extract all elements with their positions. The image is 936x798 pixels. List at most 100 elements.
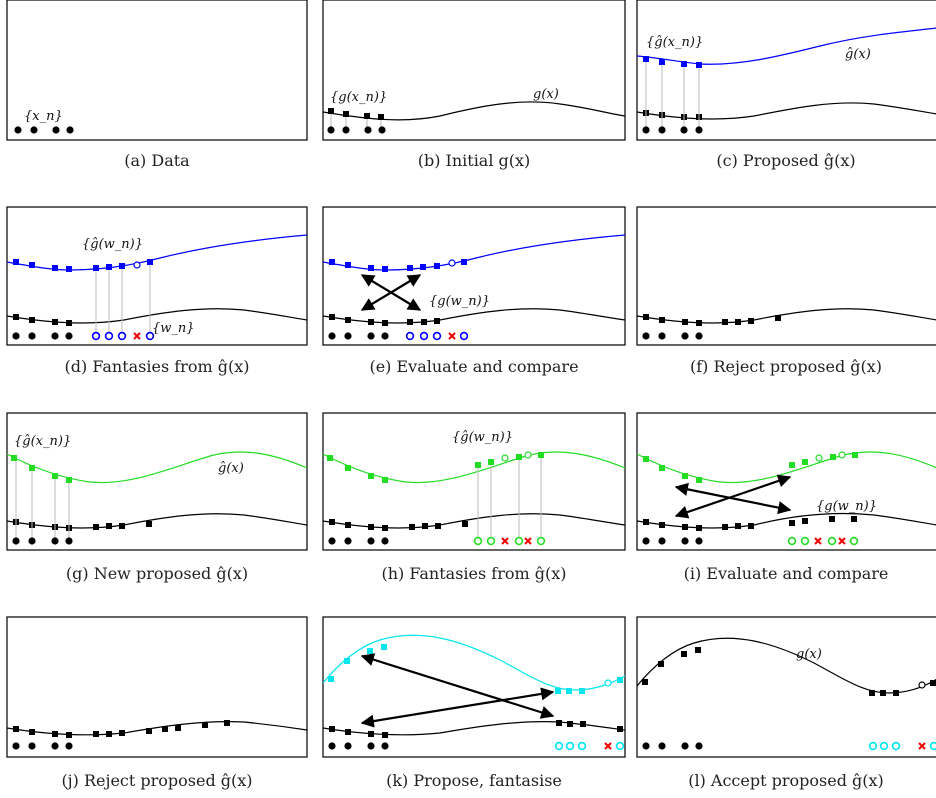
ghat-open-marker	[604, 679, 612, 687]
label-ghat-xn: {ĝ(x_n)}	[646, 35, 703, 50]
panel-h: {ĝ(w_n)}	[322, 430, 626, 546]
caption-i: (i) Evaluate and compare	[684, 564, 889, 583]
fantasy-points	[554, 741, 625, 751]
data-dots	[14, 126, 74, 134]
label-ghat-wn: {ĝ(w_n)}	[82, 237, 143, 252]
caption-f: (f) Reject proposed ĝ(x)	[690, 357, 882, 376]
curve-ghat-green	[322, 451, 626, 484]
ghat-markers	[327, 452, 544, 483]
data-dots	[12, 742, 73, 750]
data-dots	[642, 537, 703, 545]
reject-crosses	[814, 537, 846, 545]
panel-f	[636, 308, 936, 340]
curve-g	[636, 308, 936, 324]
ghat-markers	[13, 259, 153, 272]
fantasy-points	[91, 331, 155, 341]
label-xn: {x_n}	[24, 109, 63, 124]
g-markers	[13, 314, 72, 326]
panel-k-frame	[322, 616, 626, 758]
panel-i-frame	[636, 412, 936, 551]
caption-e: (e) Evaluate and compare	[369, 357, 578, 376]
panel-j-frame	[6, 616, 308, 758]
panel-a-frame	[6, 0, 308, 141]
curve-g	[322, 308, 626, 324]
caption-a: (a) Data	[124, 151, 190, 170]
ghat-markers	[328, 644, 623, 694]
compare-arrows	[674, 474, 792, 519]
caption-k: (k) Propose, fantasise	[386, 771, 562, 790]
reject-cross	[604, 742, 612, 750]
label-ghat-x: ĝ(x)	[218, 461, 244, 476]
panel-i: {g(w_n)}	[636, 451, 936, 546]
panel-b: {g(x_n)} g(x)	[322, 87, 626, 134]
g-markers	[329, 314, 440, 326]
label-ghat-x: ĝ(x)	[845, 47, 871, 62]
compare-arrows	[360, 274, 422, 311]
data-dots	[12, 332, 73, 340]
g-open-marker	[918, 681, 926, 689]
ghat-open-markers	[815, 451, 846, 462]
g-markers	[328, 108, 384, 120]
fantasy-points	[473, 536, 546, 546]
panel-c-frame	[636, 0, 936, 141]
curve-g	[636, 102, 936, 120]
label-ghat-wn: {ĝ(w_n)}	[452, 430, 513, 445]
panel-c: {ĝ(x_n)} ĝ(x)	[636, 27, 936, 134]
ghat-open-marker	[448, 259, 456, 267]
curve-g	[636, 512, 936, 529]
panel-l: g(x)	[636, 637, 936, 751]
curve-g	[6, 513, 308, 529]
caption-d: (d) Fantasies from ĝ(x)	[65, 357, 250, 376]
g-markers	[642, 647, 936, 696]
label-g-wn: {g(w_n)}	[816, 499, 877, 514]
fantasy-points	[787, 536, 859, 546]
data-dots	[642, 332, 703, 340]
panel-g: {ĝ(x_n)} ĝ(x)	[6, 434, 308, 545]
curve-ghat-blue	[322, 234, 626, 271]
data-dots	[642, 126, 703, 134]
g-markers	[329, 720, 623, 738]
panel-h-frame	[322, 412, 626, 551]
fantasy-points	[868, 741, 936, 751]
ghat-markers	[329, 259, 467, 272]
caption-c: (c) Proposed ĝ(x)	[716, 151, 855, 170]
reject-cross	[133, 332, 141, 340]
panel-l-frame	[636, 616, 936, 758]
label-g-wn: {g(w_n)}	[429, 294, 490, 309]
curve-g	[6, 308, 308, 324]
reject-cross	[448, 332, 456, 340]
drop-lines	[95, 265, 151, 332]
caption-g: (g) New proposed ĝ(x)	[66, 564, 248, 583]
panel-e-frame	[322, 206, 626, 346]
data-dots	[642, 742, 703, 750]
reject-crosses	[501, 537, 532, 545]
caption-b: (b) Initial g(x)	[418, 151, 531, 170]
caption-j: (j) Reject proposed ĝ(x)	[61, 771, 252, 790]
curve-ghat-green	[6, 451, 308, 484]
g-markers	[643, 314, 781, 326]
data-dots	[328, 742, 389, 750]
label-ghat-xn: {ĝ(x_n)}	[14, 434, 71, 449]
reject-cross	[918, 742, 926, 750]
drop-lines	[15, 461, 70, 537]
captions: (a) Data (b) Initial g(x) (c) Proposed ĝ…	[61, 151, 888, 790]
g-markers	[643, 516, 857, 531]
panel-j	[6, 720, 308, 750]
compare-arrows	[360, 653, 555, 728]
fantasy-points	[405, 331, 469, 341]
panel-a: {x_n}	[14, 109, 74, 134]
curve-g-accepted	[636, 637, 936, 694]
data-dots	[327, 126, 386, 134]
ghat-open-marker	[133, 261, 141, 269]
data-dots	[328, 537, 389, 545]
panel-b-frame	[322, 0, 626, 141]
data-dots	[328, 332, 389, 340]
panel-d: {ĝ(w_n)} {w_n}	[6, 234, 308, 341]
curve-g	[6, 721, 308, 736]
drop-lines	[330, 114, 382, 127]
panel-e: {g(w_n)}	[322, 234, 626, 341]
ghat-markers	[643, 452, 858, 483]
drop-lines	[645, 62, 700, 127]
drop-lines	[477, 458, 542, 537]
